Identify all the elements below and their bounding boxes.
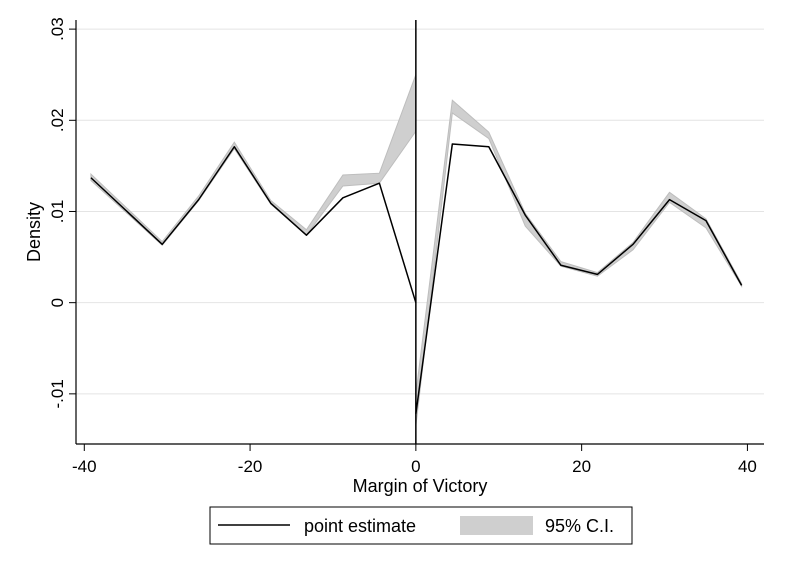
y-tick-label-4: .03 [48,17,67,41]
grid-lines [76,28,764,395]
x-axis-ticks: -40 -20 0 20 40 [72,444,757,476]
x-tick-label-2: 0 [411,457,420,476]
y-tick-label-0: -.01 [48,379,67,408]
x-axis-label: Margin of Victory [353,476,488,496]
x-tick-label-1: -20 [238,457,263,476]
y-axis-label: Density [24,202,44,262]
x-tick-label-4: 40 [738,457,757,476]
legend: point estimate 95% C.I. [209,506,633,545]
x-tick-label-3: 20 [572,457,591,476]
point-estimate-lines [90,143,743,415]
legend-ci-swatch [460,516,533,535]
point-estimate-segment-0 [90,145,417,303]
y-tick-label-3: .02 [48,108,67,132]
y-tick-label-1: 0 [48,298,67,307]
legend-label-point-estimate: point estimate [304,516,416,536]
x-tick-label-0: -40 [72,457,97,476]
legend-label-ci: 95% C.I. [545,516,614,536]
ci-band-segment-1 [415,99,743,426]
y-axis-ticks: -.01 0 .01 .02 .03 [48,17,76,408]
point-estimate-segment-1 [415,143,743,415]
y-tick-label-2: .01 [48,200,67,224]
axes [75,20,764,445]
